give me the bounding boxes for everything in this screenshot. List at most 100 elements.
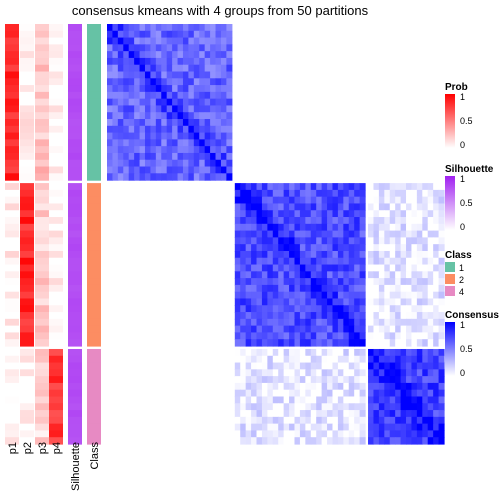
consensus-cell [155,91,162,100]
consensus-cell [359,278,366,286]
consensus-cell [359,362,366,370]
consensus-cell [150,24,157,32]
consensus-cell [321,271,328,279]
consensus-cell [438,278,445,286]
consensus-cell [422,305,429,313]
annotation-cell-p3 [35,51,49,59]
consensus-cell [316,291,323,300]
annotation-cell-class [87,369,101,377]
annotation-cell-silhouette [68,112,82,120]
consensus-cell [310,264,317,272]
annotation-cell-class [87,210,101,218]
annotation-cell-p4 [49,71,63,79]
consensus-cell [378,298,385,306]
consensus-cell [395,376,402,384]
consensus-cell [332,196,339,205]
consensus-cell [267,305,274,313]
consensus-cell [139,132,146,140]
consensus-cell [261,325,268,334]
consensus-cell [107,166,114,174]
consensus-cell [289,332,296,340]
annotation-cell-p1 [5,71,19,79]
consensus-cell [283,284,290,293]
consensus-cell [204,132,211,140]
legend-tick-label: 0 [460,140,465,150]
consensus-cell [427,348,434,357]
consensus-cell [177,132,184,140]
consensus-cell [422,416,429,425]
annotation-cell-p2 [20,78,34,86]
annotation-cell-p3 [35,376,49,384]
consensus-cell [240,369,247,377]
consensus-cell [128,51,135,59]
consensus-cell [332,348,339,357]
consensus-cell [220,71,227,79]
consensus-cell [400,332,407,340]
consensus-cell [177,112,184,120]
consensus-cell [406,284,413,293]
consensus-cell [240,210,247,218]
consensus-cell [272,203,279,211]
consensus-cell [220,146,227,154]
consensus-cell [220,119,227,127]
annotation-cell-p2 [20,230,34,238]
consensus-cell [166,78,173,86]
consensus-cell [389,325,396,334]
consensus-cell [299,284,306,293]
consensus-cell [289,430,296,438]
consensus-cell [406,339,413,347]
consensus-cell [215,37,222,45]
consensus-cell [332,210,339,218]
consensus-cell [234,291,241,300]
annotation-cell-p1 [5,410,19,418]
consensus-cell [359,183,366,191]
consensus-cell [395,196,402,205]
consensus-cell [139,71,146,79]
consensus-cell [199,105,206,113]
consensus-cell [316,223,323,232]
consensus-cell [378,396,385,404]
consensus-cell [182,91,189,100]
consensus-cell [337,437,344,445]
consensus-cell [107,64,114,73]
consensus-cell [343,355,350,364]
annotation-cell-p3 [35,230,49,238]
consensus-cell [354,298,361,306]
consensus-cell [199,132,206,140]
consensus-cell [210,173,217,181]
consensus-cell [378,284,385,293]
consensus-cell [172,37,179,45]
consensus-cell [278,437,285,445]
consensus-cell [289,203,296,211]
consensus-cell [210,146,217,154]
consensus-cell [278,325,285,334]
annotation-cell-p1 [5,339,19,347]
consensus-cell [278,339,285,347]
consensus-cell [161,37,168,45]
consensus-cell [433,423,440,432]
consensus-cell [373,189,380,198]
consensus-cell [316,437,323,445]
consensus-cell [294,298,301,306]
consensus-cell [272,230,279,238]
annotation-cell-p3 [35,125,49,134]
consensus-cell [256,271,263,279]
annotation-cell-p2 [20,332,34,340]
consensus-cell [188,44,195,52]
consensus-cell [438,271,445,279]
annotation-cell-p1 [5,51,19,59]
consensus-cell [321,369,328,377]
consensus-cell [400,410,407,418]
consensus-cell [166,30,173,39]
annotation-columns [5,24,101,445]
consensus-cell [294,430,301,438]
consensus-cell [354,389,361,398]
annotation-cell-silhouette [68,396,82,404]
annotation-cell-class [87,348,101,357]
consensus-cell [332,410,339,418]
consensus-cell [134,85,141,93]
consensus-cell [283,396,290,404]
consensus-cell [384,348,391,357]
consensus-cell [220,105,227,113]
consensus-cell [384,291,391,300]
